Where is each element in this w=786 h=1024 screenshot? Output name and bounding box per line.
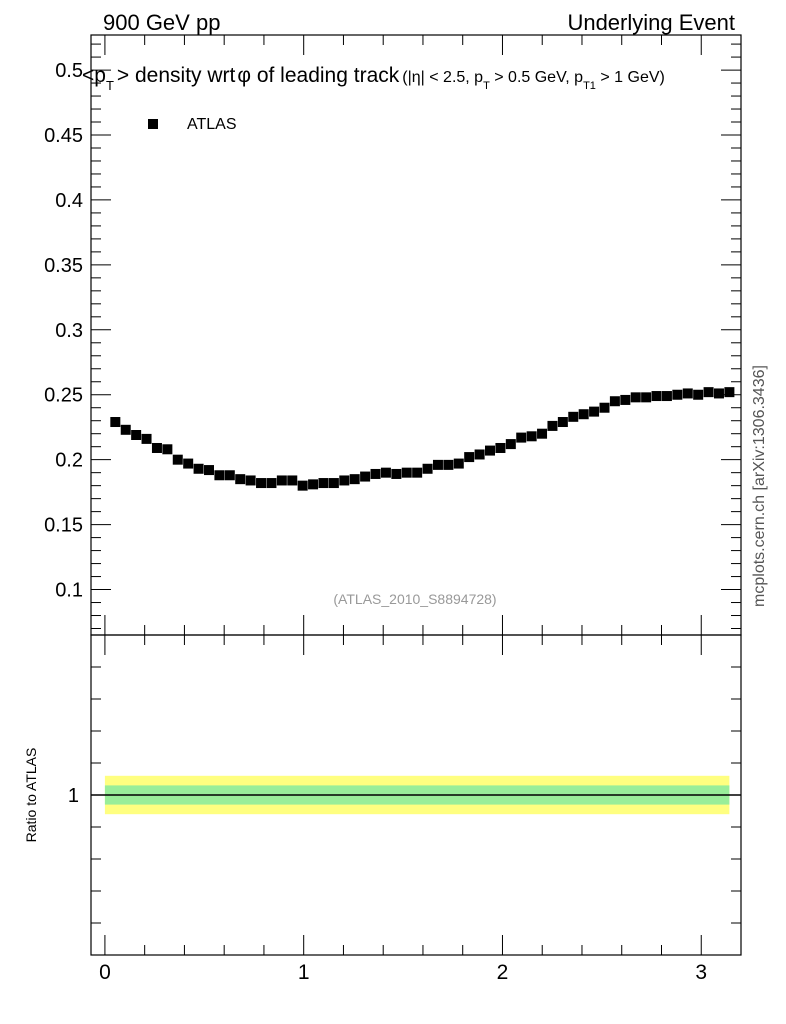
data-point <box>214 470 225 481</box>
ratio-y-axis-label: Ratio to ATLAS <box>23 748 39 843</box>
data-point <box>339 475 350 486</box>
header-right-label: Underlying Event <box>567 10 735 35</box>
data-point <box>578 409 589 420</box>
data-point <box>193 463 204 474</box>
legend: ATLAS <box>148 116 237 133</box>
data-point <box>318 478 329 489</box>
data-point <box>391 468 402 479</box>
x-tick-label: 2 <box>497 961 509 984</box>
x-tick-label: 3 <box>695 961 707 984</box>
data-point <box>661 391 672 402</box>
data-point <box>526 431 537 442</box>
data-point <box>203 465 214 476</box>
data-point <box>297 480 308 491</box>
data-point <box>599 402 610 413</box>
y-tick-label: 0.4 <box>55 190 83 212</box>
data-point <box>172 454 183 465</box>
data-point <box>682 388 693 399</box>
data-point <box>162 444 173 455</box>
data-point <box>547 420 558 431</box>
data-point <box>349 474 360 485</box>
y-tick-label: 0.25 <box>44 385 83 407</box>
y-tick-label: 0.35 <box>44 255 83 277</box>
data-point <box>464 452 475 463</box>
data-point <box>131 430 142 440</box>
y-tick-label: 0.45 <box>44 125 83 147</box>
data-point <box>328 478 339 489</box>
legend-marker-atlas <box>148 119 158 129</box>
legend-label-atlas: ATLAS <box>187 116 237 133</box>
y-tick-label: 0.15 <box>44 515 83 537</box>
data-point <box>495 442 506 453</box>
data-point <box>443 459 454 470</box>
data-point <box>630 392 641 403</box>
data-point <box>183 458 194 469</box>
data-point <box>235 474 246 485</box>
y-tick-label: 0.3 <box>55 320 83 342</box>
ratio-tick-label: 1 <box>68 785 79 807</box>
data-point <box>672 389 683 400</box>
data-point <box>224 470 235 481</box>
data-point <box>641 392 652 403</box>
y-tick-label: 0.2 <box>55 450 83 472</box>
data-point <box>287 475 298 486</box>
data-point <box>453 458 464 469</box>
data-point <box>412 467 423 478</box>
data-point <box>713 388 724 399</box>
data-point <box>537 428 548 439</box>
x-tick-label: 1 <box>298 961 310 984</box>
data-point <box>370 468 381 479</box>
data-point <box>557 417 568 428</box>
data-point <box>266 478 277 489</box>
data-point <box>693 389 704 400</box>
data-point <box>589 406 600 417</box>
x-tick-label: 0 <box>99 961 111 984</box>
header-left-label: 900 GeV pp <box>103 10 220 35</box>
data-series-atlas <box>110 387 735 491</box>
data-point <box>422 463 433 474</box>
data-point <box>620 394 631 405</box>
data-point <box>110 417 121 428</box>
data-point <box>380 467 391 478</box>
data-point <box>651 391 662 402</box>
data-point <box>308 479 319 490</box>
y-tick-label: 0.1 <box>55 580 83 602</box>
data-point <box>505 439 516 450</box>
data-point <box>401 467 412 478</box>
analysis-watermark: (ATLAS_2010_S8894728) <box>333 591 496 607</box>
main-y-axis: 0.1 0.15 0.2 0.25 0.3 0.35 0.4 0.45 0.5 <box>44 43 741 630</box>
data-point <box>432 459 443 470</box>
data-point <box>141 433 152 444</box>
data-point <box>276 475 287 486</box>
data-point <box>151 442 162 453</box>
plot-title: <pT > density wrtφ of leading track (|η| <… <box>82 64 665 93</box>
data-point <box>360 471 371 482</box>
data-point <box>609 396 620 407</box>
data-point <box>256 478 267 489</box>
y-tick-label: 0.5 <box>55 60 83 82</box>
data-point <box>474 449 485 460</box>
data-point <box>724 387 735 398</box>
data-point <box>120 424 131 435</box>
data-point <box>568 411 579 422</box>
x-axis: 0 1 2 3 <box>99 35 707 984</box>
data-point <box>516 432 527 443</box>
data-point <box>245 475 256 486</box>
data-point <box>485 445 496 456</box>
mcplots-side-label: mcplots.cern.ch [arXiv:1306.3436] <box>751 365 768 607</box>
data-point <box>703 387 714 398</box>
